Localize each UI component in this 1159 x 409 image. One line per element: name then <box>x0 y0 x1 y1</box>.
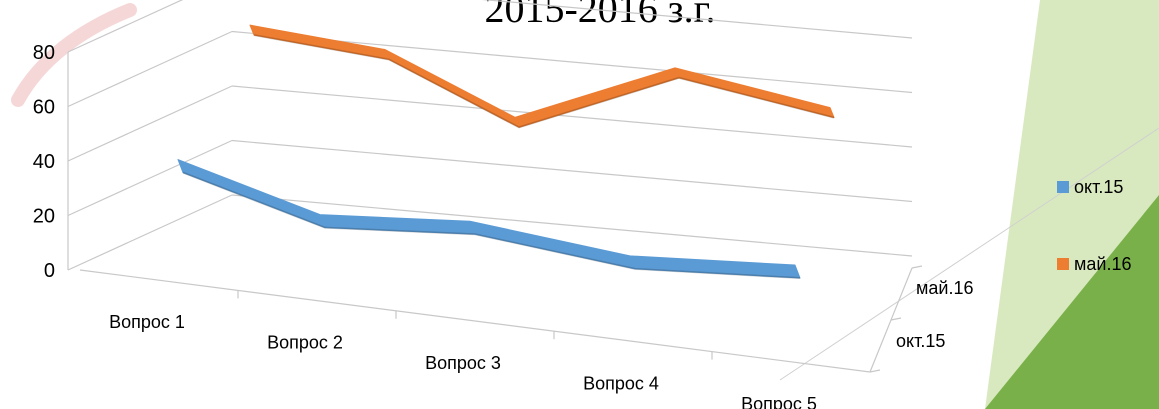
y-tick-label: 80 <box>33 42 55 64</box>
series-ribbon-edge <box>182 171 801 280</box>
decor-layer <box>11 0 1159 409</box>
y-tick-label: 40 <box>33 151 55 173</box>
series-ribbon-oct15 <box>177 159 801 279</box>
y-tick-label: 60 <box>33 97 55 119</box>
legend-label-may16: май.16 <box>1074 254 1131 274</box>
gridline-left-80 <box>67 0 184 53</box>
y-tick-label: 20 <box>33 206 55 228</box>
decor-dark-green-triangle <box>985 195 1159 409</box>
gridline-back-80 <box>481 0 913 39</box>
gridline-left-60 <box>67 30 233 108</box>
legend-item-oct15: окт.15 <box>1057 177 1123 197</box>
category-label: Вопрос 4 <box>583 373 659 393</box>
gridline-back-0 <box>231 194 913 257</box>
floor-left-edge <box>67 194 233 271</box>
gridline-back-60 <box>231 30 913 94</box>
decor-diagonal-line <box>779 127 1159 381</box>
category-label: Вопрос 1 <box>109 312 185 332</box>
gridlines <box>67 0 913 257</box>
depth-label-may16: май.16 <box>916 278 973 298</box>
category-labels: Вопрос 1 Вопрос 2 Вопрос 3 Вопрос 4 Вопрос 5 <box>109 290 817 409</box>
depth-tick-mark <box>869 369 881 373</box>
gridline-back-40 <box>231 85 913 148</box>
legend-swatch-may16 <box>1057 258 1069 270</box>
legend: окт.15 май.16 <box>1057 177 1131 274</box>
depth-tick-mark <box>890 317 902 321</box>
gridline-left-20 <box>67 139 233 217</box>
legend-item-may16: май.16 <box>1057 254 1131 274</box>
gridline-left-40 <box>67 85 233 162</box>
series-ribbons <box>177 24 835 280</box>
legend-label-oct15: окт.15 <box>1074 177 1123 197</box>
series-ribbon-edge <box>253 34 835 129</box>
chart-title: 2015-2016 з.г. <box>484 0 715 31</box>
category-label: Вопрос 3 <box>425 353 501 373</box>
floor-front-edge <box>79 269 871 373</box>
category-label: Вопрос 5 <box>741 394 817 409</box>
series-ribbon-may16 <box>249 24 835 128</box>
gridline-back-20 <box>231 139 913 203</box>
legend-swatch-oct15 <box>1057 181 1069 193</box>
y-tick-labels: 0 20 40 60 80 <box>33 42 55 282</box>
y-tick-label: 0 <box>44 260 55 282</box>
watermark-mark <box>11 3 137 107</box>
depth-tick-mark <box>911 265 923 269</box>
depth-label-oct15: окт.15 <box>896 331 945 351</box>
depth-axis <box>869 265 923 373</box>
category-label: Вопрос 2 <box>267 333 343 353</box>
